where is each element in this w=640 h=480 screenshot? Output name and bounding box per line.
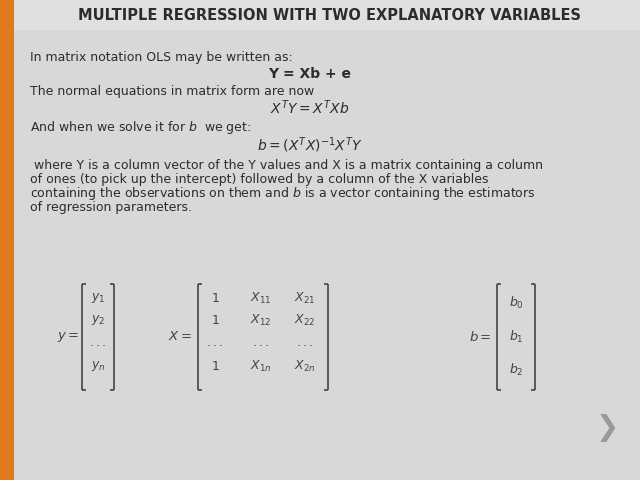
Text: $X_{12}$: $X_{12}$	[250, 312, 271, 327]
Text: $b_0$: $b_0$	[509, 295, 524, 311]
Text: $...$: $...$	[296, 336, 314, 349]
Text: $...$: $...$	[252, 336, 269, 349]
Text: $X^T Y = X^TXb$: $X^T Y = X^TXb$	[270, 99, 349, 117]
Text: $X_{11}$: $X_{11}$	[250, 290, 272, 306]
Text: ❯: ❯	[595, 414, 619, 442]
Text: In matrix notation OLS may be written as:: In matrix notation OLS may be written as…	[30, 51, 292, 64]
Text: $...$: $...$	[89, 336, 107, 349]
Text: where Y is a column vector of the Y values and X is a matrix containing a column: where Y is a column vector of the Y valu…	[30, 158, 543, 171]
Text: $b_1$: $b_1$	[509, 329, 524, 345]
Text: $X_{22}$: $X_{22}$	[294, 312, 316, 327]
Text: $1$: $1$	[211, 291, 220, 304]
Text: $1$: $1$	[211, 360, 220, 372]
Text: $y =$: $y =$	[57, 330, 79, 344]
Text: of ones (to pick up the intercept) followed by a column of the X variables: of ones (to pick up the intercept) follo…	[30, 172, 488, 185]
Text: The normal equations in matrix form are now: The normal equations in matrix form are …	[30, 85, 314, 98]
Text: $y_1$: $y_1$	[91, 291, 105, 305]
Text: Y = Xb + e: Y = Xb + e	[269, 67, 351, 81]
Text: $y_2$: $y_2$	[91, 313, 105, 327]
Bar	[0, 0, 14, 480]
Text: MULTIPLE REGRESSION WITH TWO EXPLANATORY VARIABLES: MULTIPLE REGRESSION WITH TWO EXPLANATORY…	[79, 8, 582, 23]
Text: $X_{1n}$: $X_{1n}$	[250, 359, 272, 373]
Text: $X_{2n}$: $X_{2n}$	[294, 359, 316, 373]
Text: of regression parameters.: of regression parameters.	[30, 201, 192, 214]
Text: $X_{21}$: $X_{21}$	[294, 290, 316, 306]
Text: $b =$: $b =$	[468, 330, 492, 344]
Text: containing the observations on them and $\mathit{b}$ is a vector containing the : containing the observations on them and …	[30, 184, 536, 202]
Text: $1$: $1$	[211, 313, 220, 326]
Text: $b = (X^TX)^{-1}X^TY$: $b = (X^TX)^{-1}X^TY$	[257, 135, 363, 155]
Text: $X =$: $X =$	[168, 331, 192, 344]
Text: And when we solve it for $\mathit{b}$  we get:: And when we solve it for $\mathit{b}$ we…	[30, 120, 252, 136]
Text: $b_2$: $b_2$	[509, 362, 524, 378]
Text: $...$: $...$	[206, 336, 224, 349]
Text: $y_n$: $y_n$	[91, 359, 106, 373]
Bar	[14, 0, 640, 30]
